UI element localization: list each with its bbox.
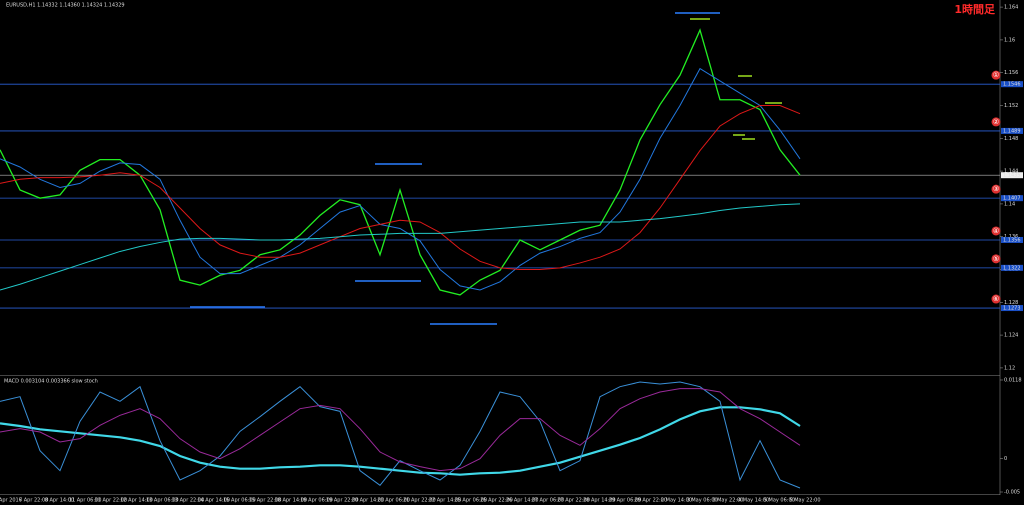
- x-tick-label: 29 Apr 22:00: [634, 498, 667, 504]
- price-tag-label: 1.1435: [1003, 173, 1021, 179]
- y-tick-label: 1.144: [1004, 169, 1018, 175]
- x-tick-label: 25 Apr 06:00: [454, 498, 487, 504]
- level-tag-label: 1.1546: [1003, 82, 1021, 88]
- level-tag-label: 1.1273: [1003, 306, 1021, 312]
- level-tag: [1001, 236, 1023, 243]
- level-tag: [1001, 264, 1023, 271]
- x-tick-label: 8 Apr 14:00: [45, 498, 74, 504]
- level-label: ④: [993, 227, 999, 235]
- x-tick-label: 27 Apr 06:00: [532, 498, 565, 504]
- level-tag: [1001, 195, 1023, 202]
- y-tick-label: 0: [1004, 456, 1007, 462]
- y-tick-label: 0.0118: [1004, 378, 1022, 384]
- y-tick-label: 1.14: [1004, 201, 1015, 207]
- level-tag: [1001, 81, 1023, 88]
- level-badge: [991, 117, 1001, 127]
- price-tag: [1001, 172, 1023, 179]
- timeframe-note: 1時間足: [954, 2, 996, 16]
- y-tick-label: 1.156: [1004, 70, 1018, 76]
- y-tick-label: 1.152: [1004, 103, 1018, 109]
- level-label: ⑥: [993, 295, 999, 303]
- level-label: ①: [993, 71, 999, 79]
- x-tick-label: 21 Apr 06:00: [377, 498, 410, 504]
- y-tick-label: 1.128: [1004, 300, 1018, 306]
- level-badge: [991, 184, 1001, 194]
- annotation-segments: [190, 12, 782, 325]
- x-tick-label: 13 Apr 22:00: [172, 498, 205, 504]
- series-line: [0, 388, 801, 472]
- level-badge: [991, 70, 1001, 80]
- x-tick-label: 3 May 06:00: [687, 498, 718, 504]
- series-line: [0, 203, 801, 291]
- x-tick-label: 7 Apr 22:00: [19, 498, 48, 504]
- y-tick-label: -0.005: [1004, 490, 1020, 496]
- x-tick-label: 7 Apr 2016: [0, 498, 22, 504]
- indicator-title: MACD 0.003104 0.003366 slow stoch: [4, 379, 98, 385]
- y-tick-label: 1.124: [1004, 333, 1018, 339]
- x-tick-label: 5 May 22:00: [789, 498, 820, 504]
- y-tick-label: 1.148: [1004, 136, 1018, 142]
- level-badge: [991, 254, 1001, 264]
- x-tick-label: 3 May 22:00: [712, 498, 743, 504]
- series-line: [0, 105, 801, 270]
- x-tick-label: 11 Apr 06:00: [69, 498, 102, 504]
- x-tick-label: 12 Apr 14:00: [120, 498, 153, 504]
- level-tag-label: 1.1489: [1003, 128, 1021, 134]
- x-tick-label: 18 Apr 14:00: [275, 498, 308, 504]
- level-tag: [1001, 127, 1023, 134]
- x-tick-label: 21 Apr 22:00: [403, 498, 436, 504]
- x-tick-label: 14 Apr 14:00: [197, 498, 230, 504]
- level-label: ③: [993, 185, 999, 193]
- series-line: [0, 28, 801, 296]
- x-tick-label: 15 Apr 06:00: [223, 498, 256, 504]
- level-badge: [991, 226, 1001, 236]
- x-tick-label: 19 Apr 06:00: [300, 498, 333, 504]
- level-tag-label: 1.1407: [1003, 196, 1021, 202]
- x-tick-label: 13 Apr 06:00: [146, 498, 179, 504]
- x-tick-label: 5 May 06:00: [764, 498, 795, 504]
- series-line: [0, 406, 801, 476]
- x-tick-label: 28 Apr 14:00: [583, 498, 616, 504]
- level-label: ②: [993, 118, 999, 126]
- x-tick-label: 2 May 14:00: [661, 498, 692, 504]
- x-tick-label: 11 Apr 22:00: [95, 498, 128, 504]
- y-tick-label: 1.164: [1004, 5, 1018, 11]
- series-line: [0, 381, 801, 489]
- x-tick-label: 22 Apr 14:00: [429, 498, 462, 504]
- x-tick-label: 25 Apr 22:00: [480, 498, 513, 504]
- level-tag: [1001, 305, 1023, 312]
- x-tick-label: 20 Apr 14:00: [352, 498, 385, 504]
- x-tick-label: 4 May 14:00: [738, 498, 769, 504]
- x-tick-label: 27 Apr 22:00: [557, 498, 590, 504]
- level-label: ⑤: [993, 255, 999, 263]
- series-line: [0, 67, 801, 291]
- x-tick-label: 15 Apr 22:00: [249, 498, 282, 504]
- x-tick-label: 26 Apr 14:00: [506, 498, 539, 504]
- y-tick-label: 1.16: [1004, 37, 1015, 43]
- level-tag-label: 1.1356: [1003, 237, 1021, 243]
- level-tag-label: 1.1322: [1003, 265, 1021, 271]
- x-tick-label: 19 Apr 22:00: [326, 498, 359, 504]
- x-tick-label: 29 Apr 06:00: [609, 498, 642, 504]
- level-badge: [991, 294, 1001, 304]
- chart-title: EURUSD,H1 1.14332 1.14360 1.14324 1.1432…: [6, 3, 125, 9]
- y-tick-label: 1.12: [1004, 365, 1015, 371]
